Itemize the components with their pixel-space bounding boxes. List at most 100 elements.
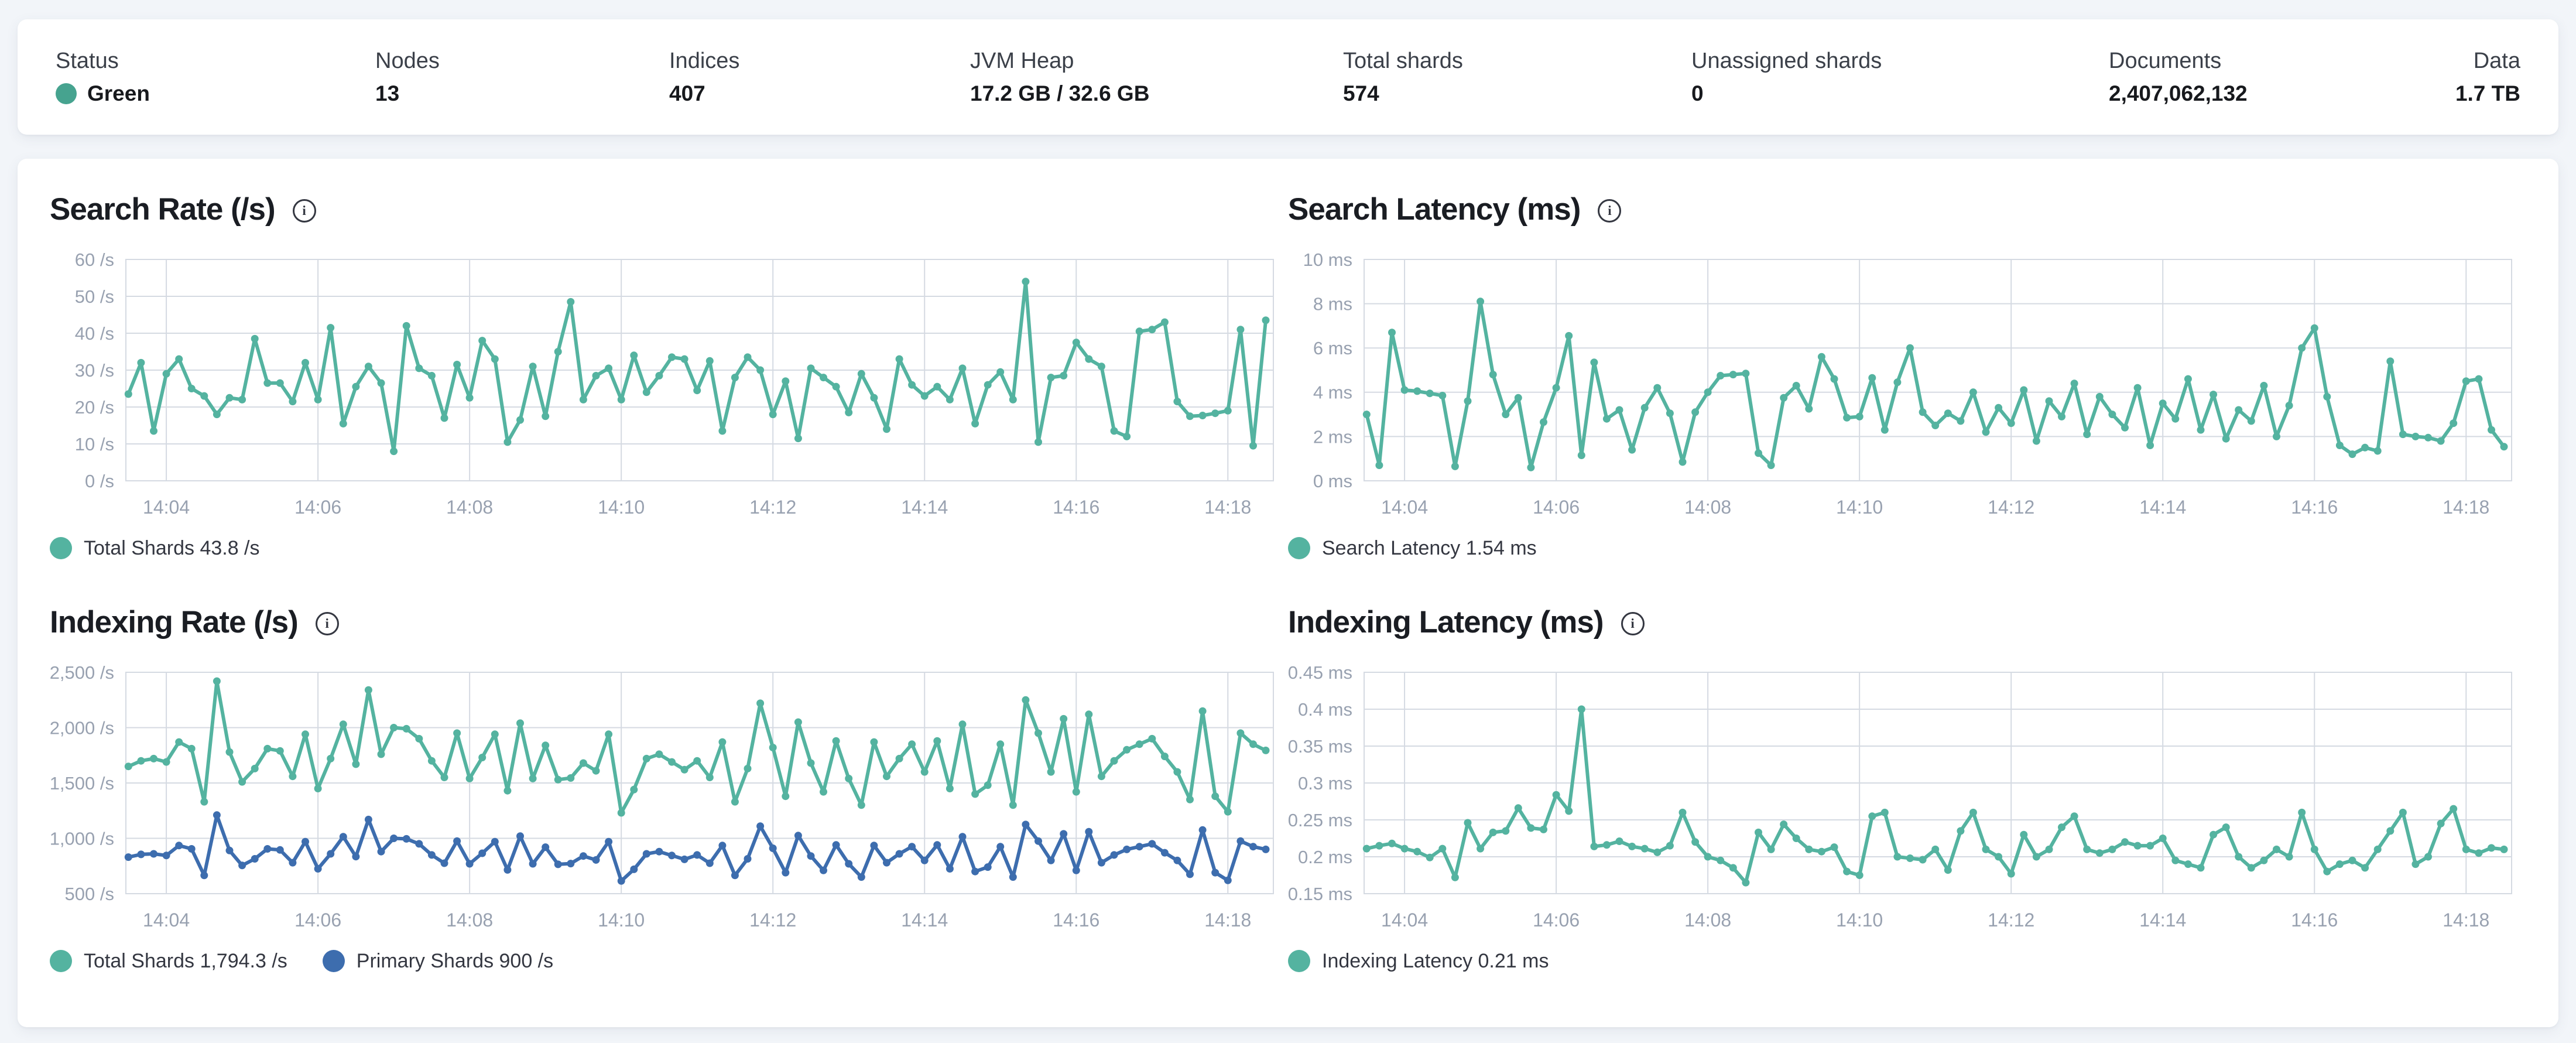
svg-text:14:18: 14:18 (2443, 909, 2489, 931)
chart-legend: Total Shards 1,794.3 /s Primary Shards 9… (50, 942, 1279, 980)
stat-label: Indices (669, 48, 740, 73)
legend-dot-icon (1288, 950, 1310, 972)
svg-text:14:08: 14:08 (1684, 497, 1731, 518)
legend-label: Total Shards 43.8 /s (84, 536, 260, 559)
chart-plot-area[interactable]: 0.15 ms 0.2 ms 0.25 ms 0.3 ms 0.35 ms 0.4 ms 0… (1288, 661, 2517, 938)
legend-label: Indexing Latency 0.21 ms (1322, 949, 1549, 972)
legend-dot-icon (50, 950, 72, 972)
svg-text:1,500 /s: 1,500 /s (50, 773, 114, 794)
chart-canvas: 500 /s 1,000 /s 1,500 /s 2,000 /s 2,500 /s 14… (50, 662, 1274, 931)
svg-text:14:14: 14:14 (901, 497, 948, 518)
svg-text:14:16: 14:16 (1053, 909, 1099, 931)
stat-label: Data (2473, 48, 2520, 73)
svg-text:14:14: 14:14 (2139, 497, 2186, 518)
svg-text:0.3 ms: 0.3 ms (1298, 773, 1352, 794)
stat-value: 407 (669, 81, 705, 105)
stat-jvm-heap: JVM Heap 17.2 GB / 32.6 GB (970, 49, 1343, 106)
legend-dot-icon (322, 950, 345, 972)
legend-item[interactable]: Total Shards 43.8 /s (50, 537, 260, 560)
info-icon[interactable] (315, 612, 339, 635)
svg-text:14:14: 14:14 (901, 909, 948, 931)
info-icon[interactable] (1621, 612, 1645, 635)
chart-title: Search Latency (ms) (1288, 192, 1581, 227)
svg-text:0.25 ms: 0.25 ms (1288, 810, 1352, 830)
legend-label: Primary Shards 900 /s (356, 949, 554, 972)
svg-text:14:16: 14:16 (1053, 497, 1099, 518)
stat-label: Unassigned shards (1691, 48, 1882, 73)
svg-text:14:10: 14:10 (598, 909, 645, 931)
svg-text:40 /s: 40 /s (75, 323, 114, 344)
svg-text:14:08: 14:08 (446, 909, 493, 931)
chart-plot-area[interactable]: 0 ms 2 ms 4 ms 6 ms 8 ms 10 ms 14:04 14:06 14:08… (1288, 248, 2517, 525)
stat-unassigned-shards: Unassigned shards 0 (1691, 49, 2109, 106)
stat-label: Documents (2109, 48, 2222, 73)
svg-text:14:04: 14:04 (1381, 909, 1428, 931)
svg-text:14:12: 14:12 (749, 497, 796, 518)
chart-title: Search Rate (/s) (50, 192, 276, 227)
info-icon[interactable] (1598, 199, 1622, 223)
svg-text:6 ms: 6 ms (1313, 338, 1352, 358)
svg-text:2,500 /s: 2,500 /s (50, 662, 114, 683)
legend-item[interactable]: Search Latency 1.54 ms (1288, 537, 1537, 560)
svg-text:10 /s: 10 /s (75, 434, 114, 454)
stat-value: 13 (375, 81, 400, 105)
stat-status: Status Green (56, 49, 375, 106)
search-rate-chart: Search Rate (/s) 0 /s 10 /s 20 /s 30 /s 40 /… (50, 191, 1279, 567)
svg-text:14:06: 14:06 (294, 497, 341, 518)
stat-value: Green (87, 81, 150, 105)
chart-plot-area[interactable]: 500 /s 1,000 /s 1,500 /s 2,000 /s 2,500 /s 14… (50, 661, 1279, 938)
svg-text:30 /s: 30 /s (75, 360, 114, 381)
legend-item[interactable]: Total Shards 1,794.3 /s (50, 950, 287, 973)
stat-data-size: Data 1.7 TB (2455, 49, 2520, 106)
chart-plot-area[interactable]: 0 /s 10 /s 20 /s 30 /s 40 /s 50 /s 60 /s 14:04 1… (50, 248, 1279, 525)
stat-total-shards: Total shards 574 (1343, 49, 1691, 106)
info-icon[interactable] (292, 199, 316, 223)
legend-label: Total Shards 1,794.3 /s (84, 949, 287, 972)
svg-text:60 /s: 60 /s (75, 249, 114, 270)
svg-text:0.35 ms: 0.35 ms (1288, 736, 1352, 757)
svg-text:14:06: 14:06 (294, 909, 341, 931)
svg-text:0.45 ms: 0.45 ms (1288, 662, 1352, 683)
svg-text:0 ms: 0 ms (1313, 471, 1352, 491)
chart-title: Indexing Rate (/s) (50, 605, 299, 640)
svg-text:14:08: 14:08 (446, 497, 493, 518)
chart-title: Indexing Latency (ms) (1288, 605, 1604, 640)
svg-text:14:12: 14:12 (749, 909, 796, 931)
svg-text:14:18: 14:18 (1204, 497, 1251, 518)
svg-text:14:16: 14:16 (2291, 497, 2338, 518)
chart-canvas: 0.15 ms 0.2 ms 0.25 ms 0.3 ms 0.35 ms 0.4 ms 0… (1288, 662, 2512, 931)
svg-text:14:04: 14:04 (143, 497, 190, 518)
svg-text:0.15 ms: 0.15 ms (1288, 884, 1352, 904)
svg-text:20 /s: 20 /s (75, 397, 114, 418)
svg-text:14:08: 14:08 (1684, 909, 1731, 931)
svg-text:0.4 ms: 0.4 ms (1298, 699, 1352, 720)
svg-text:500 /s: 500 /s (65, 884, 114, 904)
legend-dot-icon (1288, 537, 1310, 559)
legend-item[interactable]: Primary Shards 900 /s (322, 949, 554, 973)
svg-text:14:10: 14:10 (1836, 909, 1883, 931)
svg-text:14:14: 14:14 (2139, 909, 2186, 931)
svg-text:14:06: 14:06 (1533, 909, 1580, 931)
cluster-status-panel: Status Green Nodes 13 Indices 407 JVM He… (18, 19, 2558, 135)
svg-text:0.2 ms: 0.2 ms (1298, 847, 1352, 867)
stat-value: 1.7 TB (2455, 81, 2520, 105)
chart-canvas: 0 /s 10 /s 20 /s 30 /s 40 /s 50 /s 60 /s 14:04 1… (75, 249, 1274, 518)
legend-item[interactable]: Indexing Latency 0.21 ms (1288, 950, 1549, 973)
svg-text:14:06: 14:06 (1533, 497, 1580, 518)
stat-value: 0 (1691, 81, 1704, 105)
stat-value: 574 (1343, 81, 1379, 105)
stat-label: Status (56, 48, 119, 73)
stat-nodes: Nodes 13 (375, 49, 669, 106)
svg-text:1,000 /s: 1,000 /s (50, 828, 114, 849)
stat-documents: Documents 2,407,062,132 (2109, 49, 2455, 106)
indexing-rate-chart: Indexing Rate (/s) 500 /s 1,000 /s 1,500 /… (50, 604, 1279, 980)
svg-text:2,000 /s: 2,000 /s (50, 717, 114, 738)
health-status-dot-icon (56, 83, 77, 104)
svg-text:14:12: 14:12 (1988, 497, 2034, 518)
svg-text:14:18: 14:18 (2443, 497, 2489, 518)
svg-text:2 ms: 2 ms (1313, 426, 1352, 447)
svg-text:14:18: 14:18 (1204, 909, 1251, 931)
chart-canvas: 0 ms 2 ms 4 ms 6 ms 8 ms 10 ms 14:04 14:06 14:08… (1303, 249, 2512, 518)
indexing-latency-chart: Indexing Latency (ms) 0.15 ms 0.2 ms 0.25 … (1288, 604, 2517, 980)
svg-text:8 ms: 8 ms (1313, 293, 1352, 314)
